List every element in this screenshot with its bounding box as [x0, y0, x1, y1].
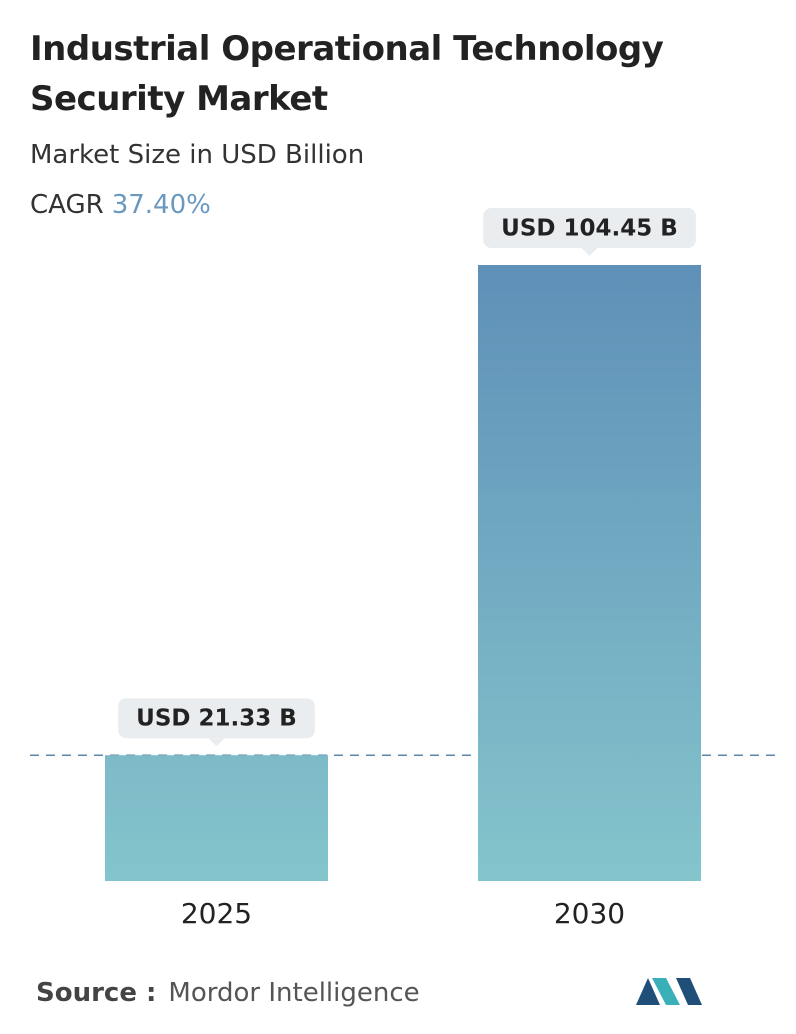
- x-tick-label: 2030: [554, 897, 625, 930]
- value-label-pointer: [208, 738, 225, 747]
- bar: [478, 265, 701, 881]
- value-label-box: [483, 208, 696, 248]
- logo: [676, 978, 702, 1005]
- logo: [652, 978, 680, 1005]
- chart-subtitle: Market Size in USD Billion: [30, 140, 365, 170]
- chart-title: Industrial Operational Technology Securi…: [30, 29, 664, 119]
- x-tick-label: 2025: [181, 897, 252, 930]
- logo: [636, 978, 660, 1005]
- bar: [105, 755, 328, 881]
- value-label-box: [118, 698, 315, 739]
- cagr-value: 37.40%: [111, 190, 211, 220]
- value-label: USD 104.45 B: [501, 216, 678, 242]
- value-label: USD 21.33 B: [136, 706, 297, 732]
- cagr: CAGR 37.40%: [30, 190, 211, 220]
- source-text: Mordor Intelligence: [168, 978, 420, 1008]
- value-label-pointer: [581, 248, 598, 256]
- source-label: Source :: [36, 978, 157, 1008]
- cagr-label: CAGR: [30, 190, 104, 220]
- source: Source : Mordor Intelligence: [36, 978, 420, 1008]
